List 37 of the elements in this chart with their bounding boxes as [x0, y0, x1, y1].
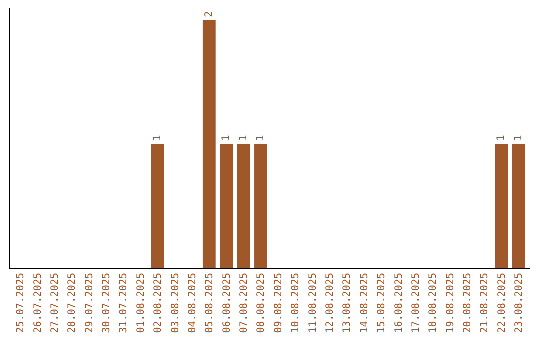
x-tick-label: 09.08.2025 [273, 273, 284, 334]
x-tick-label: 12.08.2025 [324, 273, 336, 334]
x-tick-label: 07.08.2025 [239, 273, 250, 334]
x-tick-label: 18.08.2025 [428, 273, 440, 334]
x-tick-label: 03.08.2025 [170, 273, 182, 334]
x-tick-label: 27.07.2025 [50, 273, 61, 334]
x-tick-label: 22.08.2025 [496, 273, 508, 334]
data-label: 1 [152, 135, 164, 142]
x-tick-label: 26.07.2025 [32, 273, 44, 334]
x-tick-label: 20.08.2025 [462, 273, 474, 334]
data-label: 1 [255, 135, 266, 142]
x-tick-label: 10.08.2025 [290, 273, 302, 334]
data-label: 1 [238, 135, 250, 142]
x-tick-label: 21.08.2025 [480, 273, 491, 334]
x-tick-label: 13.08.2025 [342, 273, 354, 334]
x-tick-label: 05.08.2025 [204, 273, 216, 334]
x-tick-label: 30.07.2025 [102, 273, 113, 334]
x-tick-label: 16.08.2025 [394, 273, 405, 334]
x-tick-label: 14.08.2025 [359, 273, 370, 334]
x-tick-label: 15.08.2025 [376, 273, 388, 334]
data-label: 1 [513, 135, 524, 142]
x-tick-label: 04.08.2025 [187, 273, 198, 334]
x-tick-label: 23.08.2025 [514, 273, 526, 334]
data-label: 1 [221, 135, 232, 142]
x-tick-label: 17.08.2025 [410, 273, 422, 334]
x-tick-label: 19.08.2025 [445, 273, 456, 334]
x-tick-label: 25.07.2025 [16, 273, 27, 334]
x-tick-label: 01.08.2025 [136, 273, 147, 334]
x-tick-label: 29.07.2025 [84, 273, 96, 334]
x-tick-label: 28.07.2025 [67, 273, 78, 334]
x-tick-label: 06.08.2025 [222, 273, 233, 334]
x-tick-label: 08.08.2025 [256, 273, 268, 334]
x-tick-label: 02.08.2025 [153, 273, 164, 334]
x-tick-label: 31.07.2025 [118, 273, 130, 334]
data-label: 1 [496, 135, 508, 142]
data-label: 2 [204, 11, 215, 18]
x-tick-label: 11.08.2025 [308, 273, 319, 334]
